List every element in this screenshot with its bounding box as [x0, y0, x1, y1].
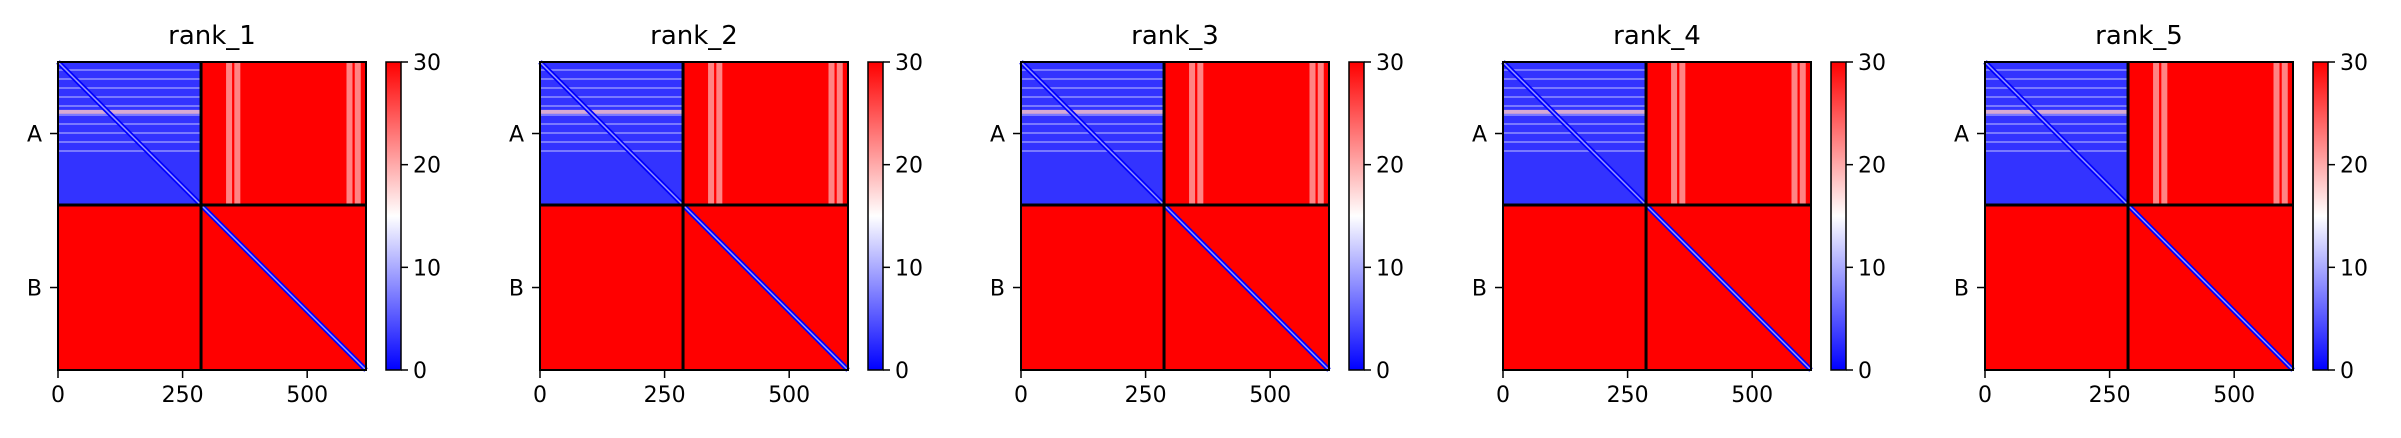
- x-tick-label: 0: [1014, 383, 1028, 408]
- colorbar-tick-label: 0: [1376, 359, 1390, 384]
- panel-rank_1: rank_1 0 250 500 A B 0 10 20 30: [27, 21, 441, 408]
- plot-frame: [1502, 61, 1812, 371]
- panel-rank_5: rank_5 0 250 500 A B 0 10 20 30: [1954, 21, 2368, 408]
- x-tick-label: 500: [286, 383, 328, 408]
- heatmap-block-B-A: [58, 205, 202, 370]
- x-tick-label: 250: [2089, 383, 2131, 408]
- colorbar-tick-label: 20: [2340, 154, 2368, 179]
- panel-title: rank_1: [168, 21, 256, 51]
- plot-frame: [1984, 61, 2294, 371]
- panel-title: rank_3: [1131, 21, 1219, 51]
- colorbar-tick-label: 10: [2340, 256, 2368, 281]
- colorbar-tick-label: 10: [895, 256, 923, 281]
- colorbar-tick-label: 10: [1376, 256, 1404, 281]
- heatmap-block-B-A: [1985, 205, 2129, 370]
- panel-title: rank_2: [650, 21, 738, 51]
- heatmap-block-B-A: [540, 205, 684, 370]
- y-category-label: A: [1954, 123, 1969, 148]
- diagonal-highlight: [57, 61, 367, 371]
- heatmap-block-B-A: [1021, 205, 1165, 370]
- y-category-label: B: [990, 277, 1005, 302]
- plot-frame: [539, 61, 849, 371]
- panel-title: rank_5: [2095, 21, 2183, 51]
- y-category-label: A: [509, 123, 524, 148]
- x-tick-label: 500: [768, 383, 810, 408]
- x-tick-label: 250: [162, 383, 204, 408]
- x-tick-label: 0: [1978, 383, 1992, 408]
- y-category-label: A: [1472, 123, 1487, 148]
- x-tick-label: 500: [2213, 383, 2255, 408]
- y-category-label: A: [990, 123, 1005, 148]
- colorbar-tick-label: 10: [413, 256, 441, 281]
- y-category-label: B: [27, 277, 42, 302]
- colorbar: [2312, 61, 2329, 371]
- diagonal-highlight: [1984, 61, 2294, 371]
- colorbar-tick-label: 0: [1858, 359, 1872, 384]
- x-tick-label: 250: [1607, 383, 1649, 408]
- heatmap-block-A-B: [1164, 62, 1329, 206]
- x-tick-label: 250: [644, 383, 686, 408]
- y-category-label: B: [509, 277, 524, 302]
- x-tick-label: 0: [51, 383, 65, 408]
- colorbar-tick-label: 20: [1376, 154, 1404, 179]
- colorbar-tick-label: 0: [2340, 359, 2354, 384]
- colorbar: [385, 61, 402, 371]
- y-category-label: B: [1954, 277, 1969, 302]
- heatmap-block-A-B: [2128, 62, 2293, 206]
- x-tick-label: 500: [1731, 383, 1773, 408]
- colorbar-tick-label: 30: [895, 51, 923, 76]
- diagonal-highlight: [1502, 61, 1812, 371]
- colorbar-tick-label: 20: [895, 154, 923, 179]
- colorbar-tick-label: 30: [413, 51, 441, 76]
- heatmap-block-A-B: [1646, 62, 1811, 206]
- y-category-label: B: [1472, 277, 1487, 302]
- diagonal-highlight: [539, 61, 849, 371]
- plot-frame: [57, 61, 367, 371]
- colorbar-tick-label: 0: [413, 359, 427, 384]
- colorbar-tick-label: 0: [895, 359, 909, 384]
- panel-rank_3: rank_3 0 250 500 A B 0 10 20 30: [990, 21, 1404, 408]
- colorbar: [867, 61, 884, 371]
- panel-title: rank_4: [1613, 21, 1701, 51]
- plot-frame: [1020, 61, 1330, 371]
- colorbar: [1830, 61, 1847, 371]
- colorbar-tick-label: 20: [413, 154, 441, 179]
- heatmap-block-A-B: [201, 62, 366, 206]
- colorbar-tick-label: 10: [1858, 256, 1886, 281]
- x-tick-label: 0: [533, 383, 547, 408]
- heatmap-block-B-A: [1503, 205, 1647, 370]
- x-tick-label: 0: [1496, 383, 1510, 408]
- colorbar-tick-label: 20: [1858, 154, 1886, 179]
- x-tick-label: 500: [1249, 383, 1291, 408]
- colorbar: [1348, 61, 1365, 371]
- colorbar-tick-label: 30: [1858, 51, 1886, 76]
- panel-rank_2: rank_2 0 250 500 A B 0 10 20 30: [509, 21, 923, 408]
- colorbar-tick-label: 30: [2340, 51, 2368, 76]
- diagonal-highlight: [1020, 61, 1330, 371]
- colorbar-tick-label: 30: [1376, 51, 1404, 76]
- heatmap-block-A-B: [683, 62, 848, 206]
- y-category-label: A: [27, 123, 42, 148]
- x-tick-label: 250: [1125, 383, 1167, 408]
- panel-rank_4: rank_4 0 250 500 A B 0 10 20 30: [1472, 21, 1886, 408]
